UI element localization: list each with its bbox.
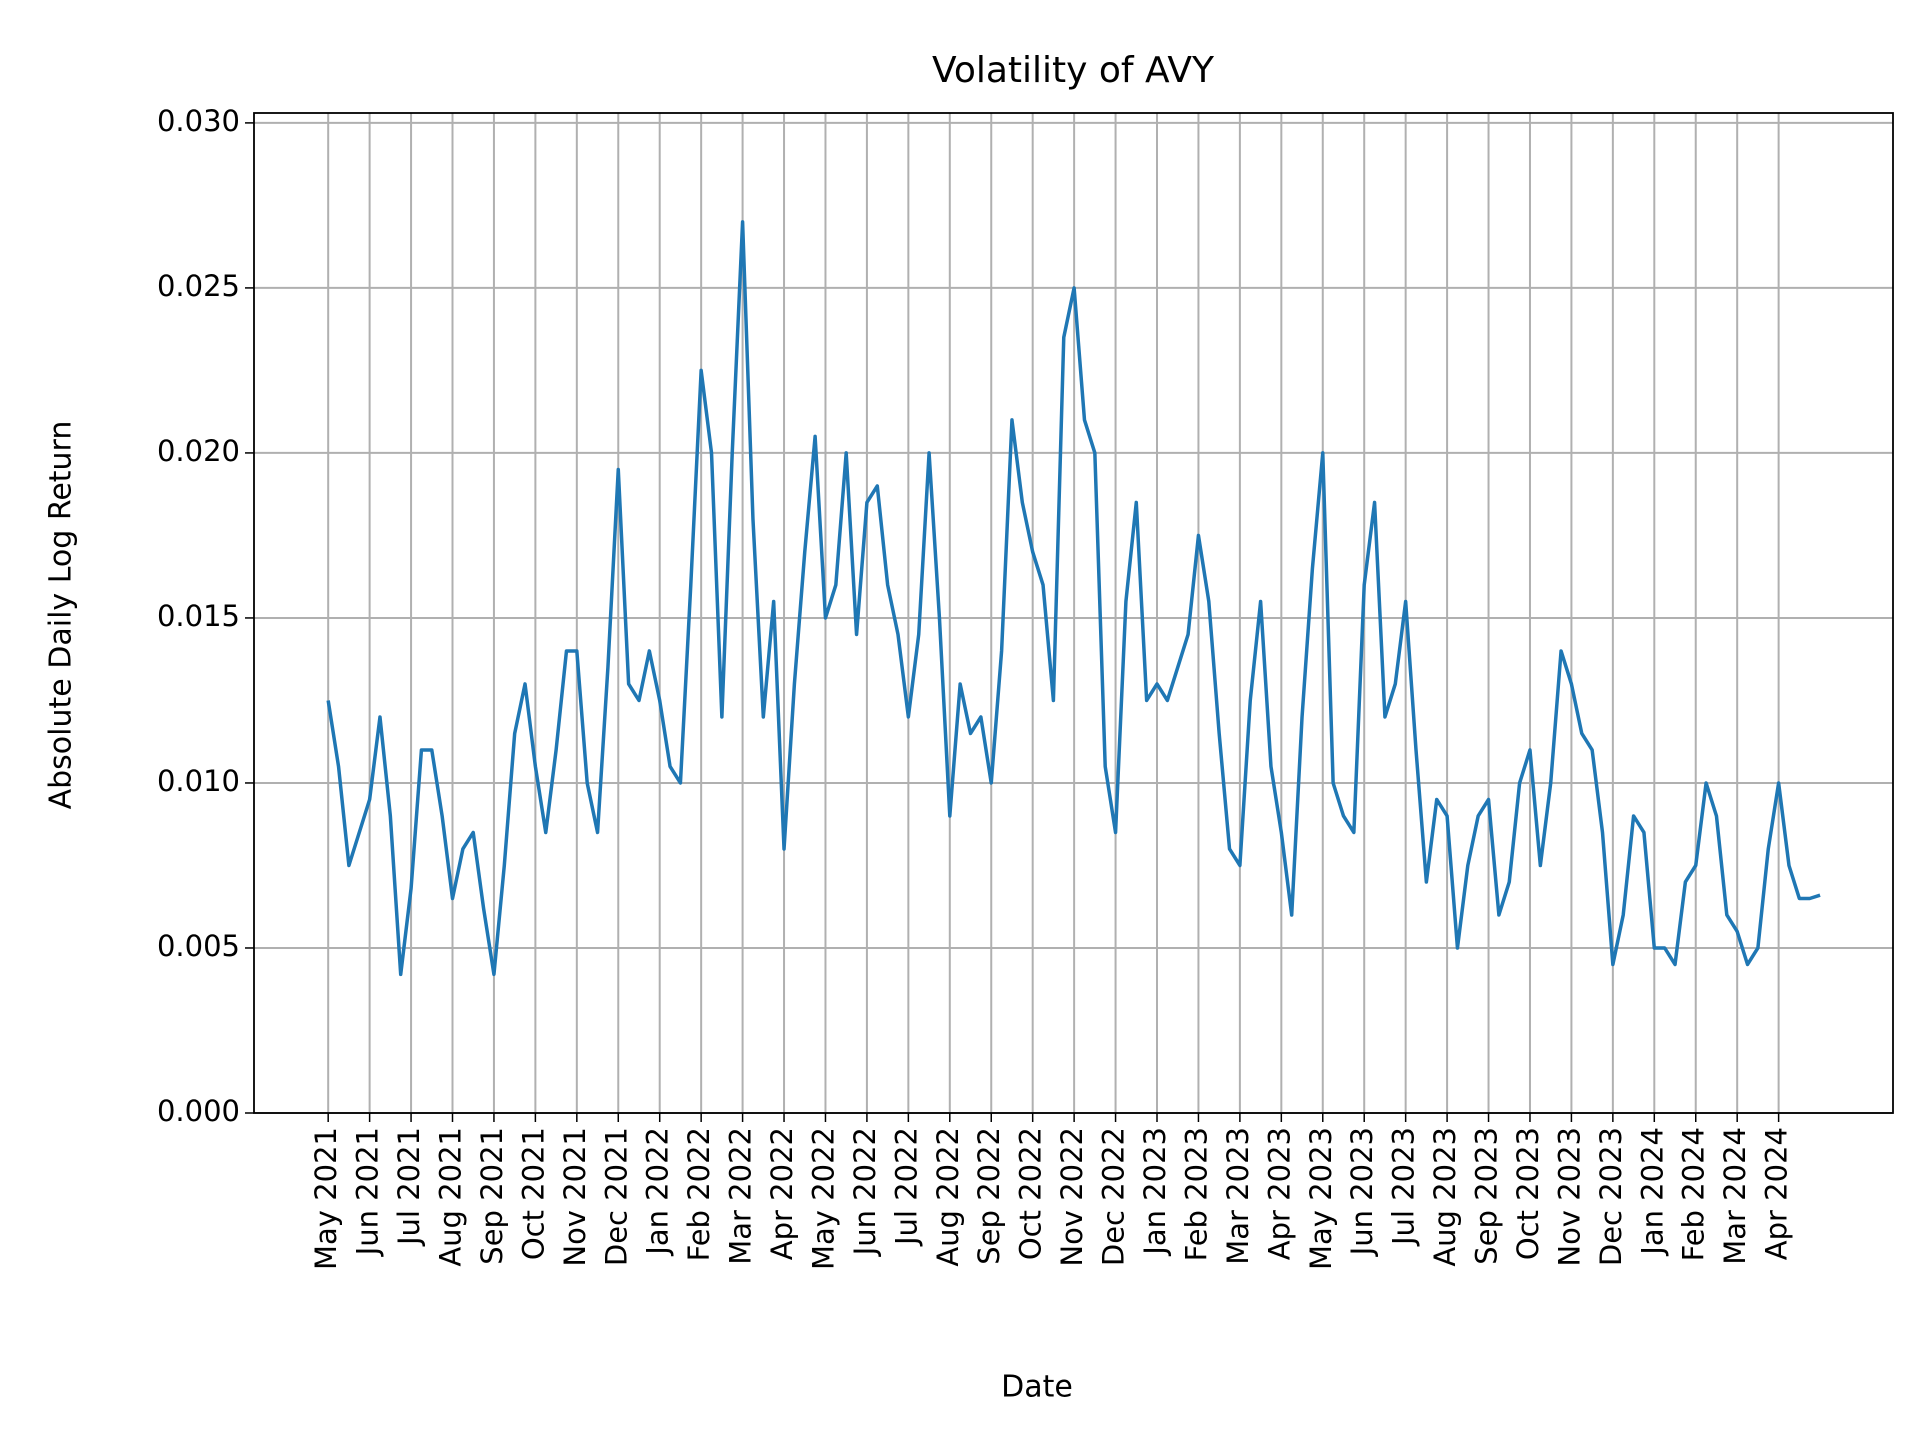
y-tick-label: 0.000 [157,1094,240,1128]
x-tick-label: Jul 2023 [1387,1127,1421,1247]
x-tick-label: Jun 2022 [848,1127,882,1257]
x-tick-label: Feb 2024 [1677,1127,1711,1261]
y-tick-label: 0.015 [157,599,240,633]
x-tick-label: Apr 2024 [1760,1127,1794,1260]
x-tick-label: Oct 2023 [1511,1127,1545,1260]
x-tick-label: Mar 2024 [1718,1127,1752,1265]
x-tick-label: Mar 2022 [724,1127,758,1265]
x-tick-label: Dec 2022 [1097,1127,1131,1266]
x-tick-label: Jan 2023 [1138,1127,1172,1257]
x-tick-label: Oct 2022 [1014,1127,1048,1260]
x-tick-label: Jun 2021 [351,1127,385,1257]
x-tick-label: May 2023 [1304,1127,1338,1270]
data-line [326,220,1821,977]
x-tick-label: Apr 2023 [1262,1127,1296,1260]
x-tick-label: Nov 2022 [1055,1127,1089,1267]
x-tick-label: Feb 2023 [1179,1127,1213,1261]
y-axis-label: Absolute Daily Log Return [44,421,79,810]
x-tick-label: Sep 2021 [475,1127,509,1265]
x-tick-label: Jul 2021 [392,1127,426,1247]
x-tick-label: Nov 2021 [558,1127,592,1267]
x-tick-label: Nov 2023 [1552,1127,1586,1267]
x-tick-label: Oct 2021 [516,1127,550,1260]
x-tick-label: Jun 2023 [1345,1127,1379,1257]
x-tick-label: Jan 2024 [1635,1127,1669,1257]
plot-frame [253,112,1894,1114]
x-tick-label: Jan 2022 [641,1127,675,1257]
x-tick-label: Apr 2022 [765,1127,799,1260]
x-tick-label: Aug 2022 [931,1127,965,1267]
x-tick-label: Aug 2021 [434,1127,468,1267]
y-tick-label: 0.020 [157,434,240,468]
x-tick-label: Jul 2022 [889,1127,923,1247]
x-tick-label: Feb 2022 [682,1127,716,1261]
x-tick-label: Mar 2023 [1221,1127,1255,1265]
x-tick-label: Sep 2023 [1470,1127,1504,1265]
y-tick-label: 0.010 [157,764,240,798]
y-tick-label: 0.005 [157,929,240,963]
x-tick-label: Dec 2023 [1594,1127,1628,1266]
x-tick-label: Sep 2022 [972,1127,1006,1265]
x-tick-label: Dec 2021 [599,1127,633,1266]
y-tick-label: 0.025 [157,269,240,303]
x-tick-label: Aug 2023 [1428,1127,1462,1267]
x-tick-label: May 2021 [309,1127,343,1270]
x-tick-label: May 2022 [806,1127,840,1270]
y-tick-label: 0.030 [157,104,240,138]
chart-title: Volatility of AVY [932,50,1215,91]
x-axis-label: Date [1001,1370,1073,1405]
